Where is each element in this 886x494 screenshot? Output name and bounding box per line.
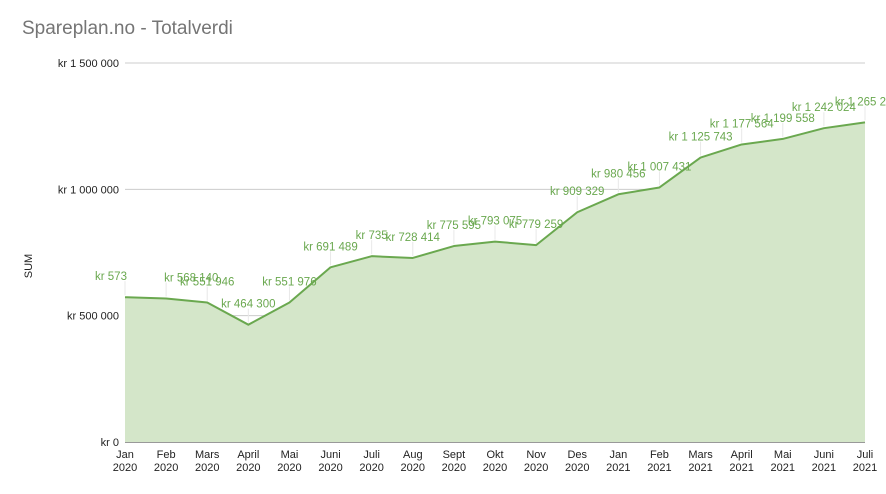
area-fill-group: [124, 121, 866, 442]
x-tick-month: April: [237, 449, 259, 461]
x-axis: Jan2020Feb2020Mars2020April2020Mai2020Ju…: [113, 449, 877, 474]
data-label: kr 551 976: [262, 277, 316, 289]
data-label: kr 779 259: [509, 219, 563, 231]
data-label: kr 728 414: [386, 232, 441, 244]
x-tick-month: Feb: [650, 449, 669, 461]
y-tick-label: kr 500 000: [67, 311, 119, 323]
data-label: kr 573: [95, 271, 127, 283]
data-label: kr 1 265 2: [835, 96, 886, 108]
x-tick-month: Mars: [195, 449, 220, 461]
x-tick-year: 2021: [688, 462, 712, 474]
x-tick-year: 2021: [853, 462, 877, 474]
x-tick-year: 2020: [236, 462, 260, 474]
x-tick-year: 2021: [771, 462, 795, 474]
x-tick-month: Aug: [403, 449, 423, 461]
x-tick-year: 2020: [318, 462, 342, 474]
x-tick-month: Feb: [157, 449, 176, 461]
data-label: kr 568 140: [164, 272, 218, 284]
y-tick-label: kr 0: [101, 437, 119, 449]
x-tick-month: Nov: [526, 449, 546, 461]
data-label: kr 735: [356, 230, 388, 242]
x-tick-month: Juni: [320, 449, 340, 461]
data-label: kr 1 199 558: [751, 113, 815, 125]
data-label: kr 691 489: [303, 241, 357, 253]
data-label: kr 775 595: [427, 220, 481, 232]
data-label: kr 1 177 564: [710, 118, 775, 130]
x-tick-month: April: [731, 449, 753, 461]
x-tick-year: 2020: [442, 462, 466, 474]
chart-title: Spareplan.no - Totalverdi: [22, 18, 233, 39]
data-label: kr 1 007 431: [627, 161, 691, 173]
data-label: kr 980 456: [591, 168, 645, 180]
x-tick-year: 2021: [812, 462, 836, 474]
x-tick-month: Juli: [857, 449, 874, 461]
x-tick-year: 2020: [565, 462, 589, 474]
x-tick-month: Mai: [281, 449, 299, 461]
x-tick-year: 2021: [647, 462, 671, 474]
x-tick-year: 2020: [483, 462, 507, 474]
x-tick-month: Juli: [363, 449, 380, 461]
x-tick-year: 2020: [277, 462, 301, 474]
x-tick-month: Mai: [774, 449, 792, 461]
x-tick-year: 2020: [359, 462, 383, 474]
x-tick-month: Jan: [609, 449, 627, 461]
y-axis: kr 0 kr 500 000 kr 1 000 000 kr 1 500 000: [58, 58, 119, 449]
data-label: kr 551 946: [180, 277, 234, 289]
x-tick-month: Jan: [116, 449, 134, 461]
data-label: kr 1 125 743: [669, 132, 733, 144]
y-tick-label: kr 1 000 000: [58, 184, 119, 196]
data-label: kr 464 300: [221, 299, 275, 311]
x-tick-year: 2020: [401, 462, 425, 474]
data-label: kr 793 075: [468, 216, 522, 228]
data-label: kr 1 242 024: [792, 102, 857, 114]
x-tick-year: 2020: [154, 462, 178, 474]
x-tick-year: 2020: [524, 462, 548, 474]
y-tick-label: kr 1 500 000: [58, 58, 119, 70]
y-axis-title: SUM: [23, 254, 35, 278]
x-tick-year: 2020: [195, 462, 219, 474]
x-tick-year: 2021: [606, 462, 630, 474]
area-fill: [125, 122, 865, 442]
x-tick-month: Sept: [443, 449, 466, 461]
x-tick-month: Juni: [814, 449, 834, 461]
x-tick-month: Des: [567, 449, 587, 461]
data-label: kr 909 329: [550, 186, 604, 198]
x-tick-month: Okt: [486, 449, 503, 461]
x-tick-month: Mars: [688, 449, 713, 461]
x-tick-year: 2020: [113, 462, 137, 474]
x-tick-year: 2021: [729, 462, 753, 474]
